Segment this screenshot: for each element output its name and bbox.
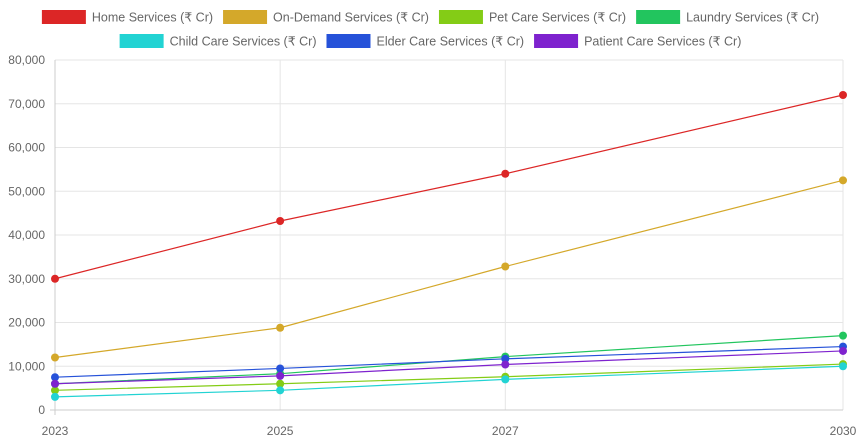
series — [51, 342, 847, 382]
data-point[interactable] — [501, 354, 510, 363]
series — [51, 360, 847, 395]
legend-item[interactable]: Home Services (₹ Cr) — [41, 10, 213, 25]
legend-label: Elder Care Services (₹ Cr) — [376, 35, 524, 49]
legend-label: Patient Care Services (₹ Cr) — [584, 35, 741, 49]
x-tick-label: 2030 — [830, 424, 857, 438]
series-line — [54, 365, 844, 398]
data-point[interactable] — [51, 392, 59, 401]
legend-item[interactable]: Pet Care Services (₹ Cr) — [438, 10, 626, 25]
series — [51, 362, 847, 401]
legend-label: Child Care Services (₹ Cr) — [170, 35, 317, 49]
data-point[interactable] — [839, 346, 847, 355]
data-point[interactable] — [51, 274, 59, 283]
data-point[interactable] — [839, 91, 847, 99]
data-point[interactable] — [501, 262, 510, 271]
data-point[interactable] — [51, 353, 59, 362]
data-point[interactable] — [51, 379, 59, 388]
series-line — [54, 179, 844, 359]
series — [51, 91, 847, 283]
legend-swatch — [41, 10, 86, 24]
data-point[interactable] — [276, 323, 285, 332]
series-line — [54, 363, 844, 391]
y-tick-label: 50,000 — [8, 184, 45, 198]
x-tick-label: 2025 — [267, 424, 294, 438]
legend-label: Pet Care Services (₹ Cr) — [489, 11, 626, 25]
series-line — [54, 94, 844, 280]
legend-label: On-Demand Services (₹ Cr) — [273, 11, 429, 25]
data-point[interactable] — [276, 371, 285, 380]
series-line — [54, 335, 844, 385]
legend-swatch — [119, 34, 164, 48]
legend-label: Home Services (₹ Cr) — [92, 11, 213, 25]
y-tick-label: 80,000 — [8, 53, 45, 67]
y-tick-label: 70,000 — [8, 97, 45, 111]
legend-swatch — [223, 10, 268, 24]
series — [51, 176, 847, 362]
y-tick-label: 10,000 — [8, 359, 45, 373]
data-point[interactable] — [276, 379, 285, 388]
legend-item[interactable]: Patient Care Services (₹ Cr) — [534, 34, 741, 49]
y-tick-label: 60,000 — [8, 141, 45, 155]
series-line — [54, 350, 844, 385]
data-point[interactable] — [276, 217, 285, 225]
data-point[interactable] — [51, 373, 59, 382]
legend-swatch — [438, 10, 483, 24]
legend: Home Services (₹ Cr) On-Demand Services (… — [41, 10, 819, 49]
y-tick-label: 40,000 — [8, 228, 45, 242]
legend-swatch — [534, 34, 579, 48]
data-point[interactable] — [839, 362, 847, 371]
y-tick-label: 30,000 — [8, 272, 45, 286]
data-point[interactable] — [51, 386, 59, 395]
y-tick-label: 20,000 — [8, 316, 45, 330]
data-point[interactable] — [501, 360, 510, 369]
data-point[interactable] — [839, 331, 847, 340]
legend-swatch — [636, 10, 681, 24]
data-point[interactable] — [501, 169, 510, 178]
x-tick-label: 2027 — [492, 424, 519, 438]
x-tick-label: 2023 — [42, 424, 69, 438]
series-line — [54, 345, 844, 378]
data-point[interactable] — [839, 176, 847, 185]
y-tick-label: 0 — [38, 403, 45, 417]
grid — [54, 59, 844, 411]
legend-item[interactable]: Laundry Services (₹ Cr) — [636, 10, 819, 25]
legend-item[interactable]: On-Demand Services (₹ Cr) — [223, 10, 429, 25]
data-point[interactable] — [501, 375, 510, 384]
series — [51, 346, 847, 388]
legend-item[interactable]: Elder Care Services (₹ Cr) — [326, 34, 524, 49]
series-lines — [51, 91, 847, 401]
data-point[interactable] — [276, 386, 285, 395]
data-point[interactable] — [276, 364, 285, 373]
legend-label: Laundry Services (₹ Cr) — [686, 11, 819, 25]
legend-item[interactable]: Child Care Services (₹ Cr) — [119, 34, 317, 49]
legend-swatch — [326, 34, 371, 48]
